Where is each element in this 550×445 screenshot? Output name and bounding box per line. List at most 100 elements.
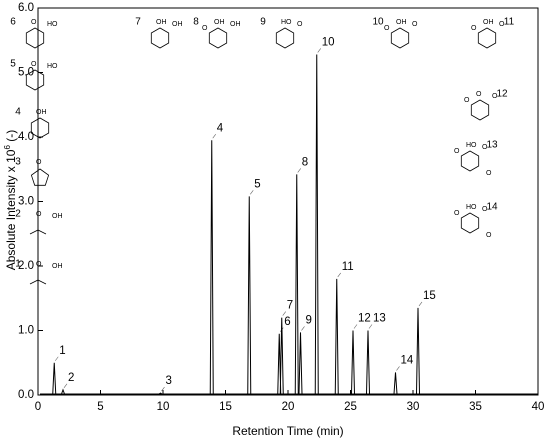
structure-number: 2 — [15, 209, 21, 220]
peak — [416, 307, 420, 395]
chain — [29, 272, 47, 285]
structure: O3 — [15, 157, 50, 186]
structure-number: 5 — [10, 59, 16, 70]
peak — [209, 140, 214, 395]
peak-label: 4 — [217, 122, 224, 134]
atom-label: O — [36, 261, 42, 268]
x-tick-label: 10 — [157, 401, 170, 413]
x-tick-label: 35 — [469, 401, 482, 413]
atom-label: O — [482, 144, 488, 151]
peak-leader — [353, 324, 358, 329]
atom-label: OH — [156, 19, 167, 26]
peak-label: 7 — [287, 300, 293, 312]
structure-number: 6 — [10, 17, 16, 28]
peak — [351, 330, 355, 395]
atom-label: O — [499, 21, 505, 28]
peak-label: 6 — [284, 316, 290, 328]
x-tick-label: 20 — [282, 401, 295, 413]
peak-label: 10 — [322, 36, 335, 48]
ring — [477, 27, 497, 49]
atom-label: O — [412, 21, 418, 28]
ring — [460, 212, 480, 234]
y-tick-label: 4.0 — [18, 131, 34, 143]
peak-leader — [396, 366, 400, 371]
atom-label: OH — [230, 21, 241, 28]
atom-label: O — [384, 25, 390, 32]
peak-label: 8 — [302, 156, 308, 168]
peak — [393, 372, 398, 395]
plot-frame — [37, 7, 539, 396]
atom-label: O — [492, 93, 498, 100]
atom-label: O — [36, 211, 42, 218]
y-tick-label: 5.0 — [18, 67, 34, 79]
atom-label: HO — [47, 21, 58, 28]
structure-number: 14 — [486, 202, 498, 213]
ring — [30, 168, 50, 186]
structure-number: 12 — [496, 89, 508, 100]
peak — [298, 332, 303, 395]
atom-label: HO — [281, 19, 292, 26]
peak-label: 13 — [373, 313, 386, 325]
peak-label: 9 — [306, 314, 312, 326]
ring — [275, 27, 295, 49]
atom-label: HO — [466, 142, 477, 149]
structure-number: 3 — [15, 157, 21, 168]
atom-label: O — [486, 232, 492, 239]
peak-leader — [212, 134, 216, 139]
structure: OH 4 — [15, 107, 50, 139]
structure: O OH 2 — [15, 209, 63, 235]
peak-label: 15 — [423, 290, 436, 302]
atom-label: OH — [214, 19, 225, 26]
peak-leader — [301, 326, 305, 331]
atom-label: O — [464, 97, 470, 104]
y-title-text: Absolute Intensity x 10 — [4, 149, 18, 270]
peak-leader — [317, 48, 321, 53]
x-tick-label: 25 — [344, 401, 357, 413]
peak — [294, 174, 299, 395]
peak-leader — [63, 383, 68, 389]
peak-label: 1 — [59, 345, 65, 357]
peak — [52, 362, 57, 395]
atom-label: OH — [52, 263, 63, 270]
structure: O OH 1 — [15, 259, 63, 285]
ring — [150, 27, 170, 49]
atom-label: O — [471, 25, 477, 32]
peak-label: 2 — [68, 372, 74, 384]
atom-label: OH — [396, 19, 407, 26]
peak-leader — [161, 386, 165, 392]
peak-label: 11 — [342, 261, 354, 273]
peak-leader — [368, 324, 373, 329]
atom-label: O — [36, 159, 42, 166]
structure-number: 10 — [372, 17, 384, 28]
atom-label: O — [454, 210, 460, 217]
peak — [61, 388, 65, 395]
x-tick-label: 15 — [219, 401, 232, 413]
atom-label: O — [476, 91, 482, 98]
y-axis-title: Absolute Intensity x 106 (-) — [3, 130, 18, 271]
peak-leader — [297, 168, 301, 173]
peak-leader — [337, 272, 341, 278]
peak — [158, 392, 163, 395]
ring — [470, 99, 490, 121]
x-tick-label: 5 — [97, 401, 103, 413]
atom-label: O — [31, 61, 37, 68]
peak-leader — [282, 311, 286, 316]
structure-number: 1 — [15, 259, 21, 270]
peak-leader — [418, 301, 423, 307]
peak — [279, 317, 284, 395]
atom-label: O — [486, 170, 492, 177]
ring — [25, 69, 45, 91]
y-tick-label: 0.0 — [18, 389, 34, 401]
peak — [314, 54, 319, 395]
ring — [30, 117, 50, 139]
atom-label: OH — [172, 21, 183, 28]
structure-number: 9 — [260, 17, 266, 28]
ring — [25, 27, 45, 49]
structure: O HO 6 — [10, 17, 58, 49]
atom-label: O — [454, 148, 460, 155]
ring — [208, 27, 228, 49]
